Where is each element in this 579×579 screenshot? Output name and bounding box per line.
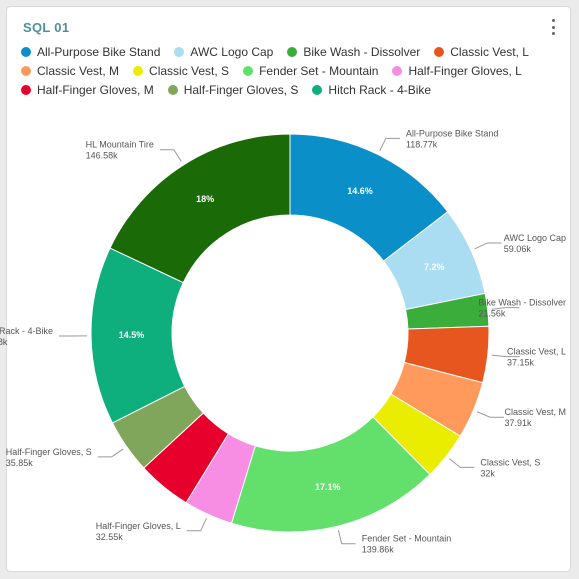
leader-line bbox=[159, 149, 182, 162]
legend-label: Half-Finger Gloves, M bbox=[37, 83, 154, 97]
slice-value-label: 118.77k bbox=[406, 139, 438, 149]
slice-percent-label: 18% bbox=[196, 194, 214, 204]
chart-legend: All-Purpose Bike Stand AWC Logo Cap Bike W… bbox=[21, 44, 561, 98]
slice-name-label: AWC Logo Cap bbox=[504, 233, 566, 243]
leader-line bbox=[449, 458, 475, 468]
legend-label: Classic Vest, M bbox=[37, 64, 120, 78]
legend-dot-icon bbox=[133, 66, 144, 76]
slice-value-label: 118.08k bbox=[0, 337, 8, 347]
legend-label: Fender Set - Mountain bbox=[259, 64, 379, 78]
slice-name-label: Hitch Rack - 4-Bike bbox=[0, 326, 53, 336]
more-options-icon[interactable] bbox=[548, 17, 558, 37]
leader-line bbox=[491, 354, 520, 358]
slice-value-label: 146.58k bbox=[86, 151, 119, 161]
legend-dot-icon bbox=[21, 47, 31, 57]
legend-dot-icon bbox=[167, 85, 178, 95]
slice-value-label: 32k bbox=[480, 468, 495, 478]
slice-percent-label: 7.2% bbox=[424, 262, 445, 272]
legend-item[interactable]: Half-Finger Gloves, S bbox=[167, 82, 299, 98]
leader-line bbox=[379, 137, 400, 152]
slice-name-label: Half-Finger Gloves, S bbox=[6, 447, 92, 457]
slice-percent-label: 14.5% bbox=[119, 330, 145, 340]
leader-line bbox=[186, 517, 207, 532]
legend-dot-icon bbox=[21, 85, 31, 95]
leader-line bbox=[337, 530, 356, 545]
slice-name-label: Classic Vest, S bbox=[480, 457, 540, 467]
legend-label: Bike Wash - Dissolver bbox=[303, 45, 421, 59]
legend-dot-icon bbox=[21, 66, 31, 76]
slice-value-label: 32.55k bbox=[96, 532, 124, 542]
legend-item[interactable]: Bike Wash - Dissolver bbox=[287, 44, 420, 60]
slice-value-label: 35.85k bbox=[6, 458, 34, 468]
legend-label: Hitch Rack - 4-Bike bbox=[328, 83, 432, 97]
legend-item[interactable]: Fender Set - Mountain bbox=[243, 63, 378, 79]
leader-line bbox=[476, 411, 505, 418]
slice-percent-label: 17.1% bbox=[315, 482, 341, 492]
slice-name-label: Classic Vest, L bbox=[507, 347, 566, 357]
legend-dot-icon bbox=[392, 66, 403, 76]
legend-item[interactable]: Half-Finger Gloves, L bbox=[392, 63, 522, 79]
legend-dot-icon bbox=[434, 47, 445, 57]
legend-item[interactable]: Classic Vest, M bbox=[21, 63, 119, 79]
slice-name-label: Classic Vest, M bbox=[504, 407, 566, 417]
legend-dot-icon bbox=[312, 85, 323, 95]
legend-item[interactable]: Half-Finger Gloves, M bbox=[21, 82, 154, 98]
slice-name-label: All-Purpose Bike Stand bbox=[406, 128, 499, 138]
donut-slice[interactable] bbox=[109, 133, 291, 284]
legend-item[interactable]: AWC Logo Cap bbox=[174, 44, 273, 60]
legend-dot-icon bbox=[287, 47, 298, 57]
legend-label: Half-Finger Gloves, L bbox=[408, 64, 522, 78]
slice-value-label: 59.06k bbox=[504, 244, 532, 254]
legend-item[interactable]: All-Purpose Bike Stand bbox=[21, 44, 160, 60]
leader-line bbox=[97, 448, 124, 458]
slice-percent-label: 14.6% bbox=[347, 186, 373, 196]
legend-label: Half-Finger Gloves, S bbox=[183, 83, 299, 97]
legend-dot-icon bbox=[243, 66, 254, 76]
chart-title: SQL 01 bbox=[23, 20, 70, 35]
leader-line bbox=[491, 307, 520, 310]
leader-line bbox=[474, 242, 502, 250]
legend-dot-icon bbox=[174, 47, 185, 57]
legend-label: Classic Vest, L bbox=[450, 45, 529, 59]
legend-label: Classic Vest, S bbox=[149, 64, 230, 78]
slice-value-label: 37.15k bbox=[507, 358, 535, 368]
slice-value-label: 21.56k bbox=[478, 309, 506, 319]
slice-value-label: 37.91k bbox=[504, 418, 532, 428]
slice-name-label: Fender Set - Mountain bbox=[362, 534, 452, 544]
slice-name-label: Bike Wash - Dissolver bbox=[478, 298, 566, 308]
slice-value-label: 139.86k bbox=[362, 545, 395, 555]
legend-item[interactable]: Classic Vest, L bbox=[434, 44, 529, 60]
legend-item[interactable]: Classic Vest, S bbox=[133, 63, 229, 79]
slice-name-label: HL Mountain Tire bbox=[86, 140, 154, 150]
legend-item[interactable]: Hitch Rack - 4-Bike bbox=[312, 82, 431, 98]
slice-name-label: Half-Finger Gloves, L bbox=[96, 521, 181, 531]
legend-label: All-Purpose Bike Stand bbox=[37, 45, 161, 59]
legend-label: AWC Logo Cap bbox=[190, 45, 274, 59]
